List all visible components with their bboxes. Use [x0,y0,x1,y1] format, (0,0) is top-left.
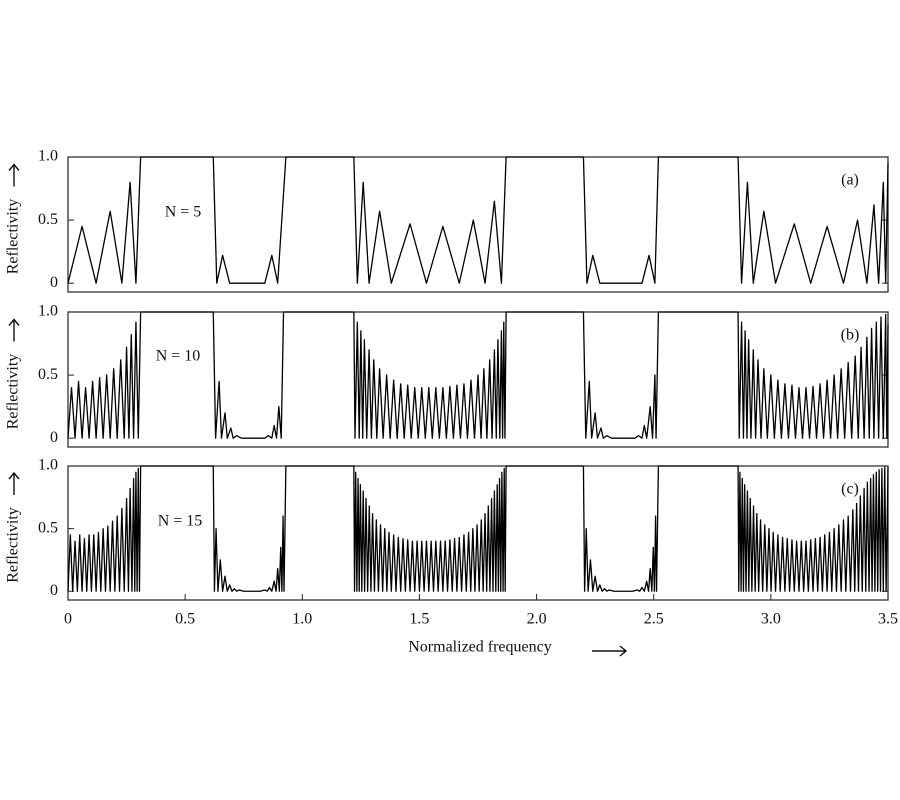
reflectivity-curve [67,465,889,592]
x-tick-label: 0 [64,611,72,628]
y-tick-label: 1.0 [38,148,58,165]
y-tick-label: 0 [50,274,58,291]
x-tick-label: 1.5 [409,611,429,628]
plot-frame [67,156,889,293]
y-tick-label: 0.5 [38,211,58,228]
y-axis-label: Reflectivity [5,199,22,275]
panel-label: (b) [841,327,860,344]
x-tick-label: 3.5 [878,611,898,628]
x-tick-label: 2.0 [527,611,547,628]
y-axis-arrow [8,163,20,187]
y-axis-label: Reflectivity [5,354,22,430]
n-annotation: N = 10 [156,348,201,365]
y-tick-label: 0 [50,429,58,446]
panel-label: (a) [841,172,859,189]
y-tick-label: 0 [50,582,58,599]
plot-frame [67,465,889,601]
n-annotation: N = 5 [165,204,202,221]
y-axis-label: Reflectivity [5,507,22,583]
y-tick-label: 1.0 [38,457,58,474]
n-annotation: N = 15 [158,513,203,530]
x-tick-label: 3.0 [761,611,781,628]
x-tick-label: 1.0 [292,611,312,628]
y-tick-label: 1.0 [38,303,58,320]
x-axis-label: Normalized frequency [408,639,551,656]
panel-label: (c) [841,481,859,498]
y-axis-arrow [8,318,20,342]
reflectivity-curve [67,156,889,284]
reflectivity-curve [67,311,889,439]
x-tick-label: 2.5 [644,611,664,628]
y-axis-arrow [8,471,20,495]
y-tick-label: 0.5 [38,366,58,383]
x-axis-arrow [592,645,628,657]
y-tick-label: 0.5 [38,519,58,536]
x-tick-label: 0.5 [175,611,195,628]
